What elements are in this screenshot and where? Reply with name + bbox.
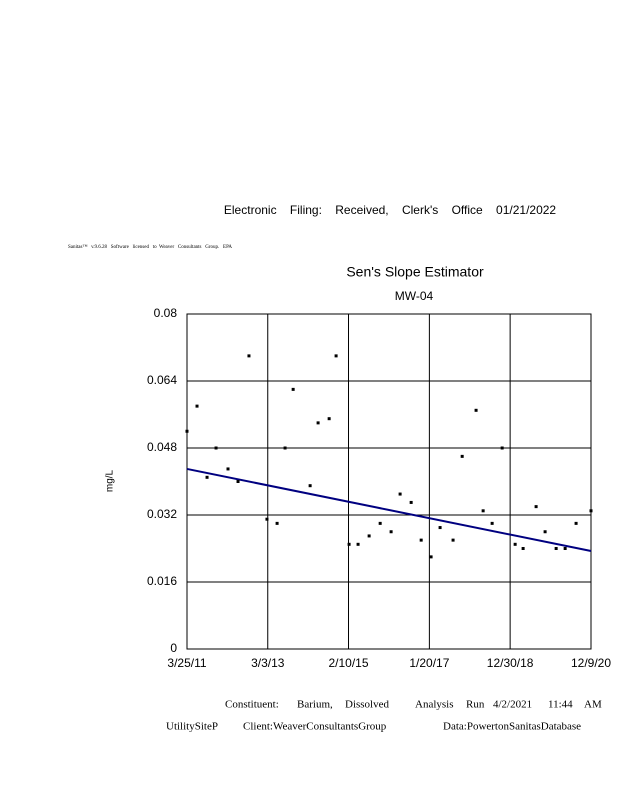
data-point — [513, 542, 517, 546]
footer-text: UtilitySiteP — [166, 721, 218, 733]
data-point — [389, 530, 393, 534]
x-tick-label: 1/20/17 — [409, 656, 449, 670]
data-point — [275, 521, 279, 525]
data-point — [327, 417, 331, 421]
y-tick-label: 0.08 — [154, 306, 178, 320]
x-tick-label: 12/30/18 — [487, 656, 534, 670]
data-point — [334, 354, 338, 358]
data-point — [265, 517, 269, 521]
data-point — [367, 534, 371, 538]
data-point — [490, 521, 494, 525]
footer-text: Analysis — [415, 699, 454, 711]
data-point — [451, 538, 455, 542]
y-tick-label: 0.048 — [147, 440, 177, 454]
data-point — [398, 492, 402, 496]
chart-subtitle: MW-04 — [395, 289, 434, 303]
data-point — [247, 354, 251, 358]
data-point — [236, 480, 240, 483]
data-point — [429, 555, 433, 559]
data-point — [474, 408, 478, 412]
data-point — [589, 509, 593, 513]
footer-text: 4/2/2021 — [493, 699, 532, 711]
data-point — [543, 530, 547, 534]
data-point — [185, 429, 189, 433]
data-point — [308, 484, 312, 488]
data-point — [226, 467, 230, 471]
y-tick-label: 0.016 — [147, 574, 177, 588]
y-tick-label: 0.032 — [147, 507, 177, 521]
footer-text: Barium, — [297, 699, 333, 711]
data-point — [460, 454, 464, 458]
data-point — [563, 547, 567, 550]
data-point — [481, 509, 485, 513]
data-point — [214, 446, 218, 450]
x-tick-label: 2/10/15 — [328, 656, 368, 670]
y-tick-label: 0 — [170, 641, 177, 655]
x-tick-label: 3/3/13 — [251, 656, 285, 670]
data-point — [574, 521, 578, 525]
filing-header: Electronic Filing: Received, Clerk's Off… — [224, 203, 557, 217]
footer-text: Client:WeaverConsultantsGroup — [243, 721, 387, 733]
footer-text: Constituent: — [225, 699, 279, 711]
software-line: Sanitas™ v.9.6.28 Software licensed to W… — [68, 244, 232, 250]
chart-title: Sen's Slope Estimator — [346, 264, 484, 280]
data-point — [347, 542, 351, 546]
y-axis-label: mg/L — [105, 469, 116, 492]
data-point — [419, 538, 423, 542]
data-point — [409, 500, 413, 504]
data-point — [316, 421, 320, 425]
footer-text: Run — [466, 699, 485, 711]
data-point — [291, 387, 295, 391]
x-tick-label: 12/9/20 — [571, 656, 611, 670]
y-tick-label: 0.064 — [147, 373, 177, 387]
data-point — [534, 505, 538, 509]
data-point — [283, 446, 287, 450]
footer-text: Data:PowertonSanitasDatabase — [443, 721, 581, 733]
trend-line — [186, 467, 592, 552]
data-point — [195, 404, 199, 408]
data-point — [378, 521, 382, 525]
data-point — [205, 475, 209, 479]
data-point — [521, 547, 525, 550]
footer-text: 11:44 — [548, 699, 573, 711]
data-point — [554, 547, 558, 550]
x-tick-label: 3/25/11 — [167, 656, 206, 670]
footer-text: Dissolved — [345, 699, 390, 711]
data-point — [356, 542, 360, 546]
data-point — [438, 526, 442, 530]
footer-text: AM — [584, 699, 602, 711]
data-point — [500, 446, 504, 450]
